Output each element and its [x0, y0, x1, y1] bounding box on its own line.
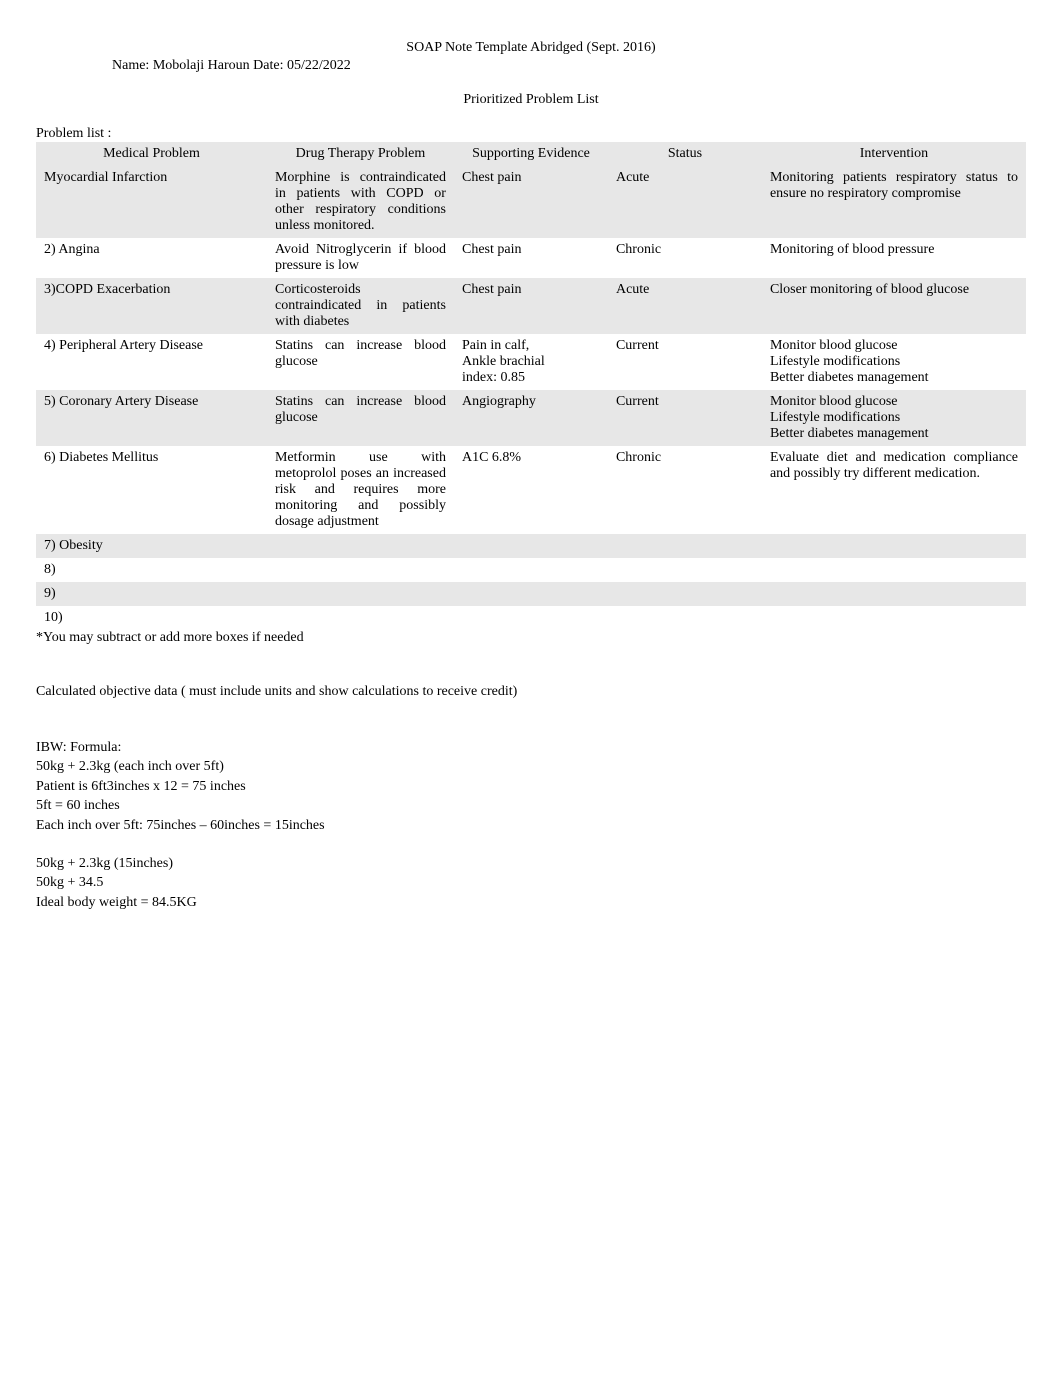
table-row: 4) Peripheral Artery Disease Statins can…: [36, 334, 1026, 390]
cell-int-line: Lifestyle modifications: [770, 354, 900, 369]
cell-medical-problem: 6) Diabetes Mellitus: [36, 446, 267, 534]
cell-se-line: Ankle brachial: [462, 354, 545, 369]
cell-supporting-evidence: Chest pain: [454, 238, 608, 278]
cell-drug-therapy: Morphine is contraindicated in patients …: [267, 166, 454, 238]
cell-medical-problem: 7) Obesity: [36, 534, 267, 558]
cell-intervention: Monitor blood glucose Lifestyle modifica…: [762, 334, 1026, 390]
calc-line: 50kg + 34.5: [36, 873, 1026, 893]
problem-list-label: Problem list :: [36, 126, 1026, 142]
cell-medical-problem: 4) Peripheral Artery Disease: [36, 334, 267, 390]
col-header-medical-problem: Medical Problem: [36, 142, 267, 166]
col-header-status: Status: [608, 142, 762, 166]
cell-status: [608, 582, 762, 606]
calc-line: 50kg + 2.3kg (15inches): [36, 854, 1026, 874]
cell-drug-therapy: [267, 606, 454, 630]
table-row: 6) Diabetes Mellitus Metformin use with …: [36, 446, 1026, 534]
cell-supporting-evidence: [454, 534, 608, 558]
cell-supporting-evidence: [454, 582, 608, 606]
cell-drug-therapy: Statins can increase blood glucose: [267, 390, 454, 446]
cell-int-line: Monitor blood glucose: [770, 394, 898, 409]
table-row: Myocardial Infarction Morphine is contra…: [36, 166, 1026, 238]
calc-line: Each inch over 5ft: 75inches – 60inches …: [36, 816, 1026, 836]
table-row: 7) Obesity: [36, 534, 1026, 558]
cell-medical-problem: 2) Angina: [36, 238, 267, 278]
col-header-drug-therapy-problem: Drug Therapy Problem: [267, 142, 454, 166]
cell-supporting-evidence: A1C 6.8%: [454, 446, 608, 534]
calc-line: IBW: Formula:: [36, 738, 1026, 758]
cell-status: [608, 534, 762, 558]
cell-intervention: Monitoring of blood pressure: [762, 238, 1026, 278]
cell-status: [608, 558, 762, 582]
cell-status: [608, 606, 762, 630]
calc-line: Ideal body weight = 84.5KG: [36, 893, 1026, 913]
cell-intervention: [762, 606, 1026, 630]
cell-supporting-evidence: Angiography: [454, 390, 608, 446]
doc-title: SOAP Note Template Abridged (Sept. 2016): [36, 40, 1026, 56]
table-header-row: Medical Problem Drug Therapy Problem Sup…: [36, 142, 1026, 166]
cell-status: Current: [608, 334, 762, 390]
cell-intervention: Monitor blood glucose Lifestyle modifica…: [762, 390, 1026, 446]
table-row: 5) Coronary Artery Disease Statins can i…: [36, 390, 1026, 446]
table-row: 2) Angina Avoid Nitroglycerin if blood p…: [36, 238, 1026, 278]
col-header-intervention: Intervention: [762, 142, 1026, 166]
cell-drug-therapy: Avoid Nitroglycerin if blood pressure is…: [267, 238, 454, 278]
cell-supporting-evidence: Pain in calf, Ankle brachial index: 0.85: [454, 334, 608, 390]
table-row: 9): [36, 582, 1026, 606]
table-row: 10): [36, 606, 1026, 630]
cell-intervention: [762, 582, 1026, 606]
cell-drug-therapy: Statins can increase blood glucose: [267, 334, 454, 390]
calc-line: Patient is 6ft3inches x 12 = 75 inches: [36, 777, 1026, 797]
cell-status: Chronic: [608, 446, 762, 534]
cell-supporting-evidence: [454, 606, 608, 630]
cell-intervention: Monitoring patients respiratory status t…: [762, 166, 1026, 238]
cell-drug-therapy: [267, 558, 454, 582]
col-header-supporting-evidence: Supporting Evidence: [454, 142, 608, 166]
cell-status: Acute: [608, 166, 762, 238]
cell-status: Chronic: [608, 238, 762, 278]
table-row: 3)COPD Exacerbation Corticosteroids cont…: [36, 278, 1026, 334]
cell-supporting-evidence: [454, 558, 608, 582]
cell-drug-therapy: Corticosteroids contraindicated in patie…: [267, 278, 454, 334]
cell-drug-therapy: [267, 534, 454, 558]
table-row: 8): [36, 558, 1026, 582]
cell-medical-problem: 3)COPD Exacerbation: [36, 278, 267, 334]
cell-supporting-evidence: Chest pain: [454, 166, 608, 238]
cell-medical-problem: 9): [36, 582, 267, 606]
calculations-section: Calculated objective data ( must include…: [36, 682, 1026, 912]
cell-intervention: [762, 558, 1026, 582]
cell-int-line: Lifestyle modifications: [770, 410, 900, 425]
calc-line: 50kg + 2.3kg (each inch over 5ft): [36, 757, 1026, 777]
cell-medical-problem: Myocardial Infarction: [36, 166, 267, 238]
cell-se-line: Pain in calf,: [462, 338, 529, 353]
calc-intro: Calculated objective data ( must include…: [36, 682, 1026, 702]
cell-supporting-evidence: Chest pain: [454, 278, 608, 334]
table-footnote: *You may subtract or add more boxes if n…: [36, 630, 1026, 646]
cell-intervention: [762, 534, 1026, 558]
cell-se-line: index: 0.85: [462, 370, 525, 385]
cell-status: Current: [608, 390, 762, 446]
problem-list-table: Medical Problem Drug Therapy Problem Sup…: [36, 142, 1026, 630]
doc-name-date: Name: Mobolaji Haroun Date: 05/22/2022: [112, 58, 1026, 74]
cell-medical-problem: 8): [36, 558, 267, 582]
cell-status: Acute: [608, 278, 762, 334]
cell-int-line: Monitor blood glucose: [770, 338, 898, 353]
cell-drug-therapy: [267, 582, 454, 606]
cell-int-line: Better diabetes management: [770, 426, 929, 441]
cell-medical-problem: 10): [36, 606, 267, 630]
cell-intervention: Evaluate diet and medication compliance …: [762, 446, 1026, 534]
cell-drug-therapy: Metformin use with metoprolol poses an i…: [267, 446, 454, 534]
cell-medical-problem: 5) Coronary Artery Disease: [36, 390, 267, 446]
cell-int-line: Better diabetes management: [770, 370, 929, 385]
cell-intervention: Closer monitoring of blood glucose: [762, 278, 1026, 334]
calc-line: 5ft = 60 inches: [36, 796, 1026, 816]
section-title: Prioritized Problem List: [36, 92, 1026, 108]
